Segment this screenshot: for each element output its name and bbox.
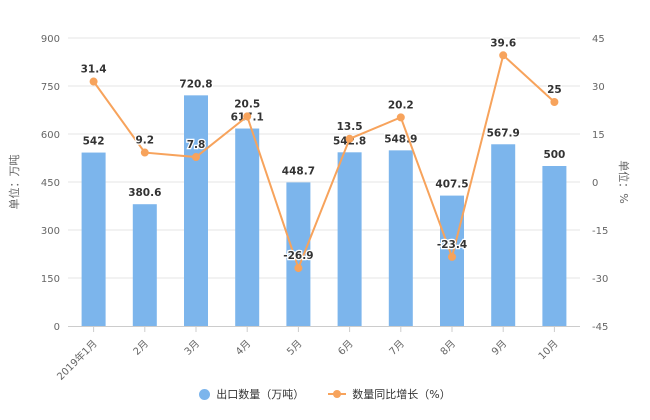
bar-value-label: 380.6: [128, 187, 161, 199]
line-value-label: 7.8: [187, 139, 206, 151]
bar-value-label: 500: [543, 149, 565, 161]
line-value-label: -23.4: [437, 239, 467, 251]
y2-tick-label: 30: [592, 82, 605, 93]
bar-value-label: 548.9: [384, 133, 417, 145]
x-tick-label: 8月: [438, 338, 458, 358]
bar[interactable]: [81, 152, 106, 326]
line-value-label: 20.5: [234, 98, 260, 110]
x-tick-label: 7月: [387, 338, 407, 358]
y-tick-label: 300: [41, 226, 60, 237]
bar-value-label: 448.7: [282, 165, 315, 177]
y-axis-right-title: 单位：%: [617, 160, 631, 203]
y-tick-label: 900: [41, 34, 60, 45]
x-tick-label: 10月: [536, 338, 561, 363]
bar-data-labels: 542380.6720.8617.1448.7542.8548.9407.556…: [81, 77, 566, 200]
y-axis-right: -45 -30 -15 0 15 30 45: [592, 34, 608, 333]
y2-tick-label: 45: [592, 34, 605, 45]
line-value-label: -26.9: [283, 250, 313, 262]
y-axis-left-title: 单位：万吨: [7, 155, 21, 210]
y2-tick-label: -15: [592, 226, 608, 237]
y-axis-left: 0 150 300 450 600 750 900: [41, 34, 60, 333]
line-value-label: 20.2: [388, 99, 414, 111]
bar[interactable]: [388, 150, 413, 326]
legend-bar-marker-icon: [199, 388, 211, 400]
x-tick-label: 9月: [489, 338, 509, 358]
x-axis: 2019年1月 2月 3月 4月 5月 6月 7月 8月 9月 10月: [54, 326, 580, 383]
y2-tick-label: 15: [592, 130, 605, 141]
x-tick-label: 4月: [233, 338, 253, 358]
line-value-label: 31.4: [81, 64, 107, 76]
bar[interactable]: [286, 182, 311, 326]
bar[interactable]: [132, 204, 157, 326]
line-series: [89, 51, 559, 273]
y2-tick-label: 0: [592, 178, 598, 189]
line-value-label: 13.5: [337, 121, 363, 133]
line-point[interactable]: [192, 153, 200, 162]
bar[interactable]: [184, 95, 208, 327]
line-value-label: 25: [547, 84, 562, 96]
bar-value-label: 720.8: [179, 78, 212, 90]
line-value-label: 39.6: [490, 37, 516, 49]
line-point[interactable]: [499, 51, 508, 60]
y-tick-label: 750: [41, 82, 60, 93]
line-value-label: 9.2: [135, 135, 154, 147]
legend-bar-label: 出口数量（万吨）: [216, 388, 305, 401]
y-tick-label: 600: [41, 130, 60, 141]
legend-line-label: 数量同比增长（%）: [352, 388, 451, 401]
line-point[interactable]: [396, 113, 405, 122]
x-tick-label: 5月: [284, 338, 304, 358]
line-point[interactable]: [345, 134, 354, 143]
y-tick-label: 450: [41, 178, 60, 189]
line-point[interactable]: [140, 148, 149, 157]
x-tick-label: 3月: [182, 338, 202, 358]
bar-series: [81, 95, 567, 327]
line-point[interactable]: [89, 77, 98, 86]
legend-line-marker-icon: [328, 390, 347, 398]
chart-legend: 出口数量（万吨） 数量同比增长（%）: [0, 386, 650, 402]
bar[interactable]: [542, 166, 567, 326]
line-path: [92, 53, 556, 271]
line-point[interactable]: [243, 112, 252, 121]
y2-tick-label: -30: [592, 274, 608, 285]
bar-value-label: 567.9: [487, 127, 520, 139]
line-point[interactable]: [550, 98, 559, 106]
bar-value-label: 542: [83, 136, 105, 148]
y-tick-label: 0: [54, 322, 60, 333]
x-tick-label: 2月: [131, 338, 151, 358]
y2-tick-label: -45: [592, 322, 608, 333]
bar[interactable]: [491, 144, 516, 326]
line-point[interactable]: [294, 264, 303, 273]
line-point[interactable]: [448, 252, 456, 261]
x-tick-label: 2019年1月: [54, 337, 100, 383]
line-data-labels: 31.4 9.2 7.8 20.5 -26.9 13.5 20.2 -23.4 39.6 25: [79, 36, 563, 263]
bar-value-label: 407.5: [435, 179, 468, 191]
x-tick-label: 6月: [336, 338, 356, 358]
bar[interactable]: [337, 152, 362, 326]
y-tick-label: 150: [41, 274, 60, 285]
legend-item-line[interactable]: 数量同比增长（%）: [328, 386, 451, 402]
legend-item-bar[interactable]: 出口数量（万吨）: [199, 386, 304, 402]
bar[interactable]: [235, 128, 260, 326]
